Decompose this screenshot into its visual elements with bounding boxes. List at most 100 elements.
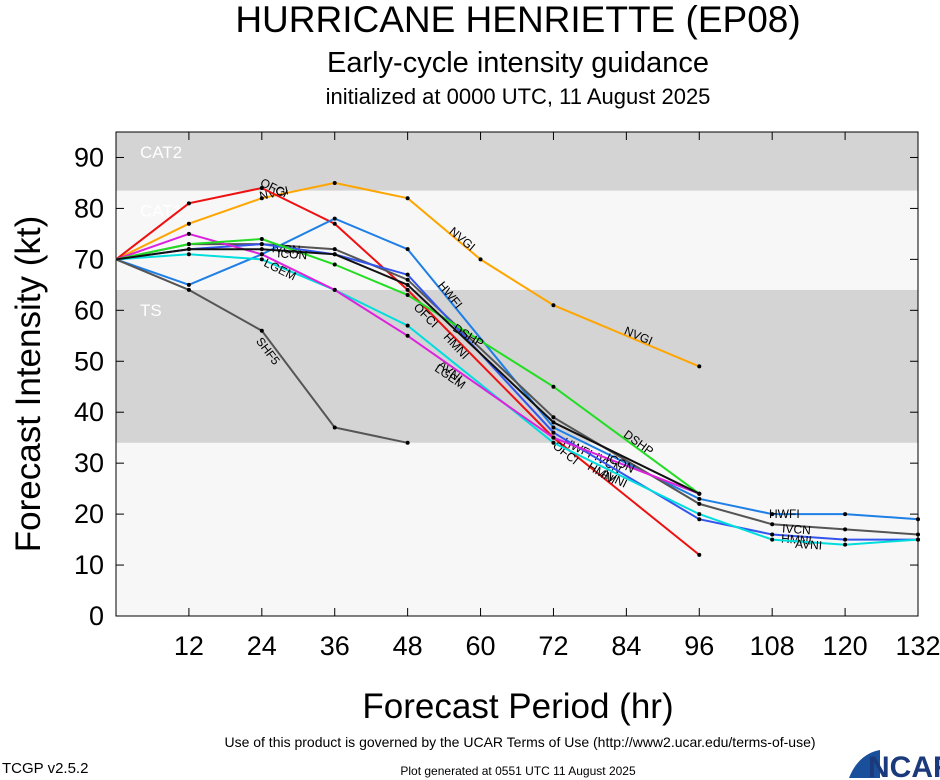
- series-point-ivcn: [843, 527, 848, 532]
- series-point-nvgi: [697, 364, 702, 369]
- series-label-avni: AVNI: [795, 537, 823, 553]
- series-point-avni: [916, 537, 920, 542]
- series-point-nvgi: [478, 257, 483, 262]
- series-point-lgem: [186, 231, 191, 236]
- series-point-hmni: [770, 532, 775, 537]
- series-point-lgem: [551, 435, 556, 440]
- series-point-shf5: [259, 328, 264, 333]
- series-point-hwfi: [332, 216, 337, 221]
- y-tick-label: 80: [74, 193, 104, 223]
- x-tick-label: 48: [393, 631, 423, 661]
- series-point-shf5: [405, 440, 410, 445]
- plot-area: CAT2 CAT1 TS 0 10 20 30 40 50 60 70 80 90 12 24 36 48 60 7…: [74, 131, 940, 661]
- x-tick-label: 120: [823, 631, 868, 661]
- series-point-hwfi: [186, 282, 191, 287]
- series-point-ivcn: [770, 522, 775, 527]
- terms-of-use: Use of this product is governed by the U…: [224, 734, 815, 750]
- series-point-hwfi: [697, 496, 702, 501]
- series-point-icon: [186, 247, 191, 252]
- series-point-icon: [405, 282, 410, 287]
- series-point-ivcn: [697, 501, 702, 506]
- ncar-logo-mark: [849, 750, 880, 778]
- series-point-nvgi: [259, 196, 264, 201]
- series-point-avni: [697, 512, 702, 517]
- band-ts: [116, 289, 918, 443]
- series-line-avni: [115, 253, 919, 546]
- series-point-icon: [697, 491, 702, 496]
- ncar-logo-text: NCAR: [868, 751, 940, 780]
- series-line-hwfi: [115, 217, 919, 521]
- x-tick-label: 60: [466, 631, 496, 661]
- series-point-ofci: [259, 186, 264, 191]
- y-tick-label: 20: [74, 499, 104, 529]
- y-tick-label: 50: [74, 346, 104, 376]
- band-cat2: [116, 132, 918, 191]
- x-tick-label: 24: [247, 631, 277, 661]
- series-label-icon: ICON: [277, 246, 308, 262]
- series-point-hwfi: [551, 425, 556, 430]
- series-point-ivcn: [405, 277, 410, 282]
- x-tick-label: 132: [895, 631, 940, 661]
- series-point-ivcn: [916, 532, 920, 537]
- series-point-shf5: [332, 425, 337, 430]
- series-label-hmni: HMNI: [781, 532, 813, 548]
- y-tick-label: 30: [74, 448, 104, 478]
- series-point-avni: [259, 257, 264, 262]
- series-point-avni: [405, 323, 410, 328]
- plot-generated: Plot generated at 0551 UTC 11 August 202…: [400, 764, 636, 778]
- series-point-nvgi: [332, 180, 337, 185]
- series-point-dshp: [332, 262, 337, 267]
- series-point-hmni: [259, 242, 264, 247]
- series-point-ofci: [697, 552, 702, 557]
- series-point-icon: [551, 420, 556, 425]
- series-point-hmni: [843, 537, 848, 542]
- x-tick-label: 72: [538, 631, 568, 661]
- chart-title: HURRICANE HENRIETTE (EP08): [235, 0, 800, 40]
- band-label-ts: TS: [140, 301, 162, 320]
- series-line-nvgi: [115, 181, 700, 368]
- y-tick-label: 10: [74, 550, 104, 580]
- series-point-ivcn: [332, 247, 337, 252]
- series-point-nvgi: [405, 196, 410, 201]
- y-tick-label: 60: [74, 295, 104, 325]
- x-tick-label: 12: [174, 631, 204, 661]
- series-point-hwfi: [843, 512, 848, 517]
- series-label-ivcn: IVCN: [782, 521, 812, 537]
- ncar-logo: NCAR: [849, 750, 940, 780]
- x-tick-label: 96: [684, 631, 714, 661]
- series-point-ofci: [186, 201, 191, 206]
- chart-subtitle: Early-cycle intensity guidance: [327, 47, 709, 79]
- y-tick-label: 90: [74, 142, 104, 172]
- y-tick-label: 0: [89, 601, 104, 631]
- x-tick-label: 108: [750, 631, 795, 661]
- y-tick-label: 70: [74, 244, 104, 274]
- series-point-dshp: [186, 242, 191, 247]
- version-label: TCGP v2.5.2: [2, 760, 88, 777]
- series-label-hwfi: HWFI: [769, 507, 800, 521]
- x-axis-label: Forecast Period (hr): [362, 687, 673, 726]
- series-point-avni: [770, 537, 775, 542]
- series-point-lgem: [332, 287, 337, 292]
- series-point-dshp: [551, 384, 556, 389]
- series-point-nvgi: [551, 303, 556, 308]
- x-tick-label: 84: [611, 631, 641, 661]
- series-point-ivcn: [551, 415, 556, 420]
- y-axis-label: Forecast Intensity (kt): [9, 216, 48, 552]
- series-point-lgem: [405, 333, 410, 338]
- series-point-hwfi: [916, 517, 920, 522]
- series-point-hmni: [697, 517, 702, 522]
- series-point-hwfi: [770, 512, 775, 517]
- plot-frame: [115, 131, 919, 617]
- series-point-icon: [259, 247, 264, 252]
- series-point-hmni: [405, 272, 410, 277]
- series-point-avni: [186, 252, 191, 257]
- x-tick-label: 36: [320, 631, 350, 661]
- series-point-avni: [843, 542, 848, 547]
- series-point-shf5: [186, 287, 191, 292]
- series-point-hwfi: [405, 247, 410, 252]
- band-label-cat1: CAT1: [140, 202, 182, 221]
- series-point-hmni: [551, 430, 556, 435]
- series-point-dshp: [405, 293, 410, 298]
- series-point-dshp: [259, 236, 264, 241]
